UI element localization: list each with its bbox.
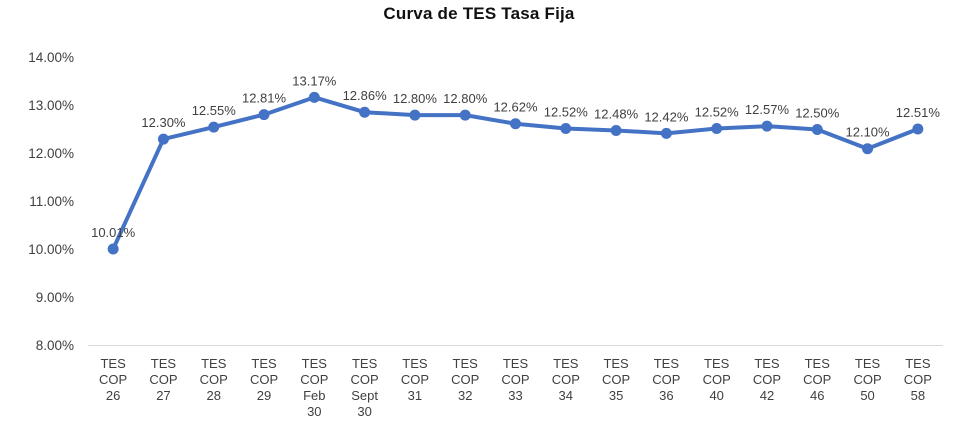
data-label: 12.80% [443, 91, 488, 106]
data-point-marker [912, 123, 924, 135]
x-axis-tick-label: TES COP 26 [99, 356, 127, 403]
data-point-marker [459, 109, 471, 121]
x-axis-tick-label: TES COP 27 [149, 356, 177, 403]
data-label: 12.80% [393, 91, 438, 106]
x-axis-tick-label: TES COP 34 [552, 356, 580, 403]
data-point-marker [660, 127, 672, 139]
data-label: 12.57% [745, 102, 790, 117]
y-axis-tick-label: 9.00% [36, 290, 74, 305]
x-axis-tick-label: TES COP 58 [904, 356, 932, 403]
data-point-marker [711, 123, 723, 135]
data-point-marker [208, 121, 220, 133]
data-point-marker [610, 124, 622, 136]
y-axis-tick-label: 12.00% [28, 146, 74, 161]
y-axis-tick-label: 14.00% [28, 50, 74, 65]
x-axis-tick-label: TES COP 31 [401, 356, 429, 403]
x-axis-tick-label: TES COP 35 [602, 356, 630, 403]
y-axis-tick-label: 13.00% [28, 98, 74, 113]
data-label: 12.10% [846, 125, 891, 140]
data-point-marker [359, 106, 371, 118]
x-axis-tick-label: TES COP 42 [753, 356, 781, 403]
chart-title: Curva de TES Tasa Fija [383, 4, 575, 23]
x-axis-tick-label: TES COP 32 [451, 356, 479, 403]
x-axis-tick-label: TES COP Sept 30 [351, 356, 379, 419]
data-label: 12.42% [644, 109, 689, 124]
data-point-marker [761, 120, 773, 132]
data-point-marker [157, 133, 169, 145]
data-label: 13.17% [292, 73, 337, 88]
x-axis-tick-label: TES COP 50 [853, 356, 881, 403]
data-label: 12.48% [594, 106, 639, 121]
x-axis-tick-label: TES COP 28 [200, 356, 228, 403]
data-label: 12.52% [695, 105, 740, 120]
data-point-marker [862, 143, 874, 155]
data-point-marker [560, 123, 572, 135]
x-axis-tick-label: TES COP 33 [501, 356, 529, 403]
x-axis-tick-label: TES COP 46 [803, 356, 831, 403]
data-label: 12.55% [192, 103, 237, 118]
data-point-marker [308, 91, 320, 103]
data-point-marker [510, 118, 521, 130]
data-label: 12.30% [141, 115, 186, 130]
x-axis-tick-label: TES COP 36 [652, 356, 680, 403]
data-label: 12.51% [896, 105, 941, 120]
data-point-marker [811, 124, 823, 135]
data-label: 12.52% [544, 105, 589, 120]
data-label: 12.62% [493, 100, 538, 115]
data-point-marker [409, 109, 421, 121]
x-axis-tick-label: TES COP Feb 30 [300, 356, 328, 419]
y-axis-tick-label: 10.00% [28, 242, 74, 257]
y-axis-tick-label: 8.00% [36, 338, 74, 353]
data-point-marker [107, 243, 119, 255]
data-label: 10.01% [91, 225, 136, 240]
y-axis-tick-label: 11.00% [29, 194, 74, 209]
data-point-marker [258, 109, 270, 121]
x-axis-tick-label: TES COP 29 [250, 356, 278, 403]
data-label: 12.81% [242, 91, 287, 106]
data-label: 12.86% [343, 88, 388, 103]
x-axis-tick-label: TES COP 40 [703, 356, 731, 403]
data-label: 12.50% [795, 106, 840, 121]
